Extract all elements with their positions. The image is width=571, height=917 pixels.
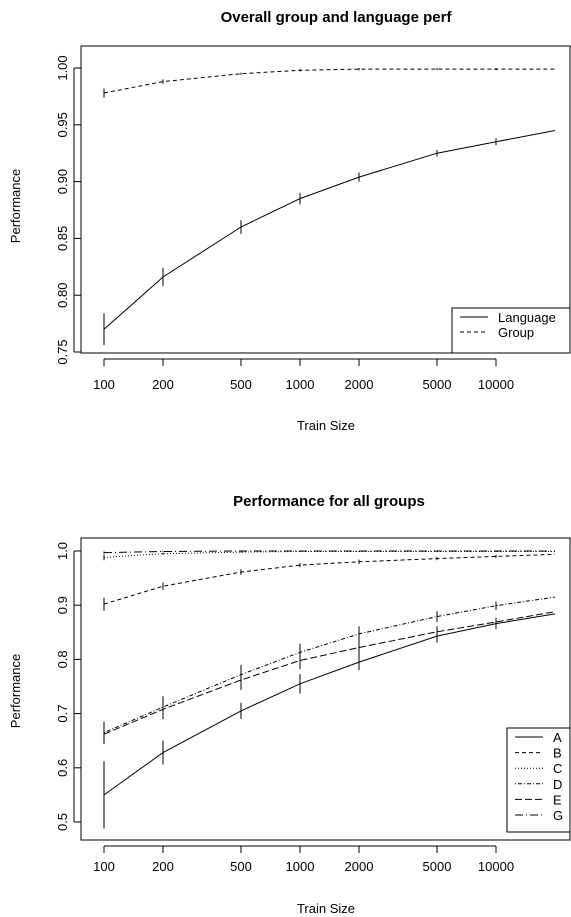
y-tick-label: 0.75 (55, 339, 70, 364)
chart-title: Performance for all groups (233, 493, 425, 510)
y-tick-label: 1.00 (55, 55, 70, 80)
legend-label: E (553, 792, 562, 807)
y-axis-label: Performance (8, 169, 23, 243)
x-tick-label: 200 (152, 377, 174, 392)
y-axis-label: Performance (8, 654, 23, 728)
x-tick-label: 100 (93, 859, 115, 874)
y-tick-label: 0.80 (55, 283, 70, 308)
x-tick-label: 1000 (286, 377, 315, 392)
legend-box (451, 307, 571, 354)
series-line-b (103, 553, 556, 605)
x-tick-label: 10000 (478, 377, 514, 392)
series-line-g (103, 550, 555, 554)
series-group (103, 550, 556, 829)
x-tick-label: 100 (93, 377, 115, 392)
y-tick-label: 0.95 (55, 112, 70, 137)
x-tick-label: 10000 (478, 859, 514, 874)
x-tick-label: 2000 (345, 377, 374, 392)
legend-label: B (553, 746, 562, 761)
plot-frame (80, 45, 571, 354)
legend-label: G (553, 808, 563, 823)
y-tick-label: 0.9 (55, 596, 70, 614)
legend-label: C (553, 761, 562, 776)
x-tick-label: 2000 (345, 859, 374, 874)
legend-label: Group (498, 325, 534, 340)
x-tick-label: 500 (230, 859, 252, 874)
x-tick-label: 5000 (423, 859, 452, 874)
y-tick-label: 0.7 (55, 705, 70, 723)
x-axis-label: Train Size (297, 901, 355, 916)
series-group (103, 68, 556, 346)
x-tick-label: 200 (152, 859, 174, 874)
legend-label: A (553, 730, 562, 745)
y-tick-label: 0.5 (55, 813, 70, 831)
y-tick-label: 0.6 (55, 759, 70, 777)
y-tick-label: 0.90 (55, 169, 70, 194)
series-line-group (103, 68, 555, 94)
chart-overall: Overall group and language perf Train Si… (8, 9, 571, 433)
x-tick-label: 5000 (423, 377, 452, 392)
x-axis-label: Train Size (297, 418, 355, 433)
chart-all-groups: Performance for all groups Train Size Pe… (8, 493, 571, 916)
axes: 100 200 500 1000 2000 5000 10000 0.5 0.6 0.7 0.8 0.… (55, 542, 514, 874)
series-line-d (103, 596, 556, 734)
chart-title: Overall group and language perf (221, 9, 453, 26)
x-tick-label: 1000 (286, 859, 315, 874)
x-tick-label: 500 (230, 377, 252, 392)
plot-frame (80, 537, 571, 841)
y-tick-label: 0.85 (55, 226, 70, 251)
legend-label: D (553, 777, 562, 792)
series-line-a (103, 613, 556, 796)
axes: 100 200 500 1000 2000 5000 10000 0.75 0.80 0.85 0.… (55, 55, 514, 392)
series-line-language (103, 130, 556, 330)
legend-label: Language (498, 310, 556, 325)
y-tick-label: 0.8 (55, 650, 70, 668)
y-tick-label: 1.0 (55, 542, 70, 560)
